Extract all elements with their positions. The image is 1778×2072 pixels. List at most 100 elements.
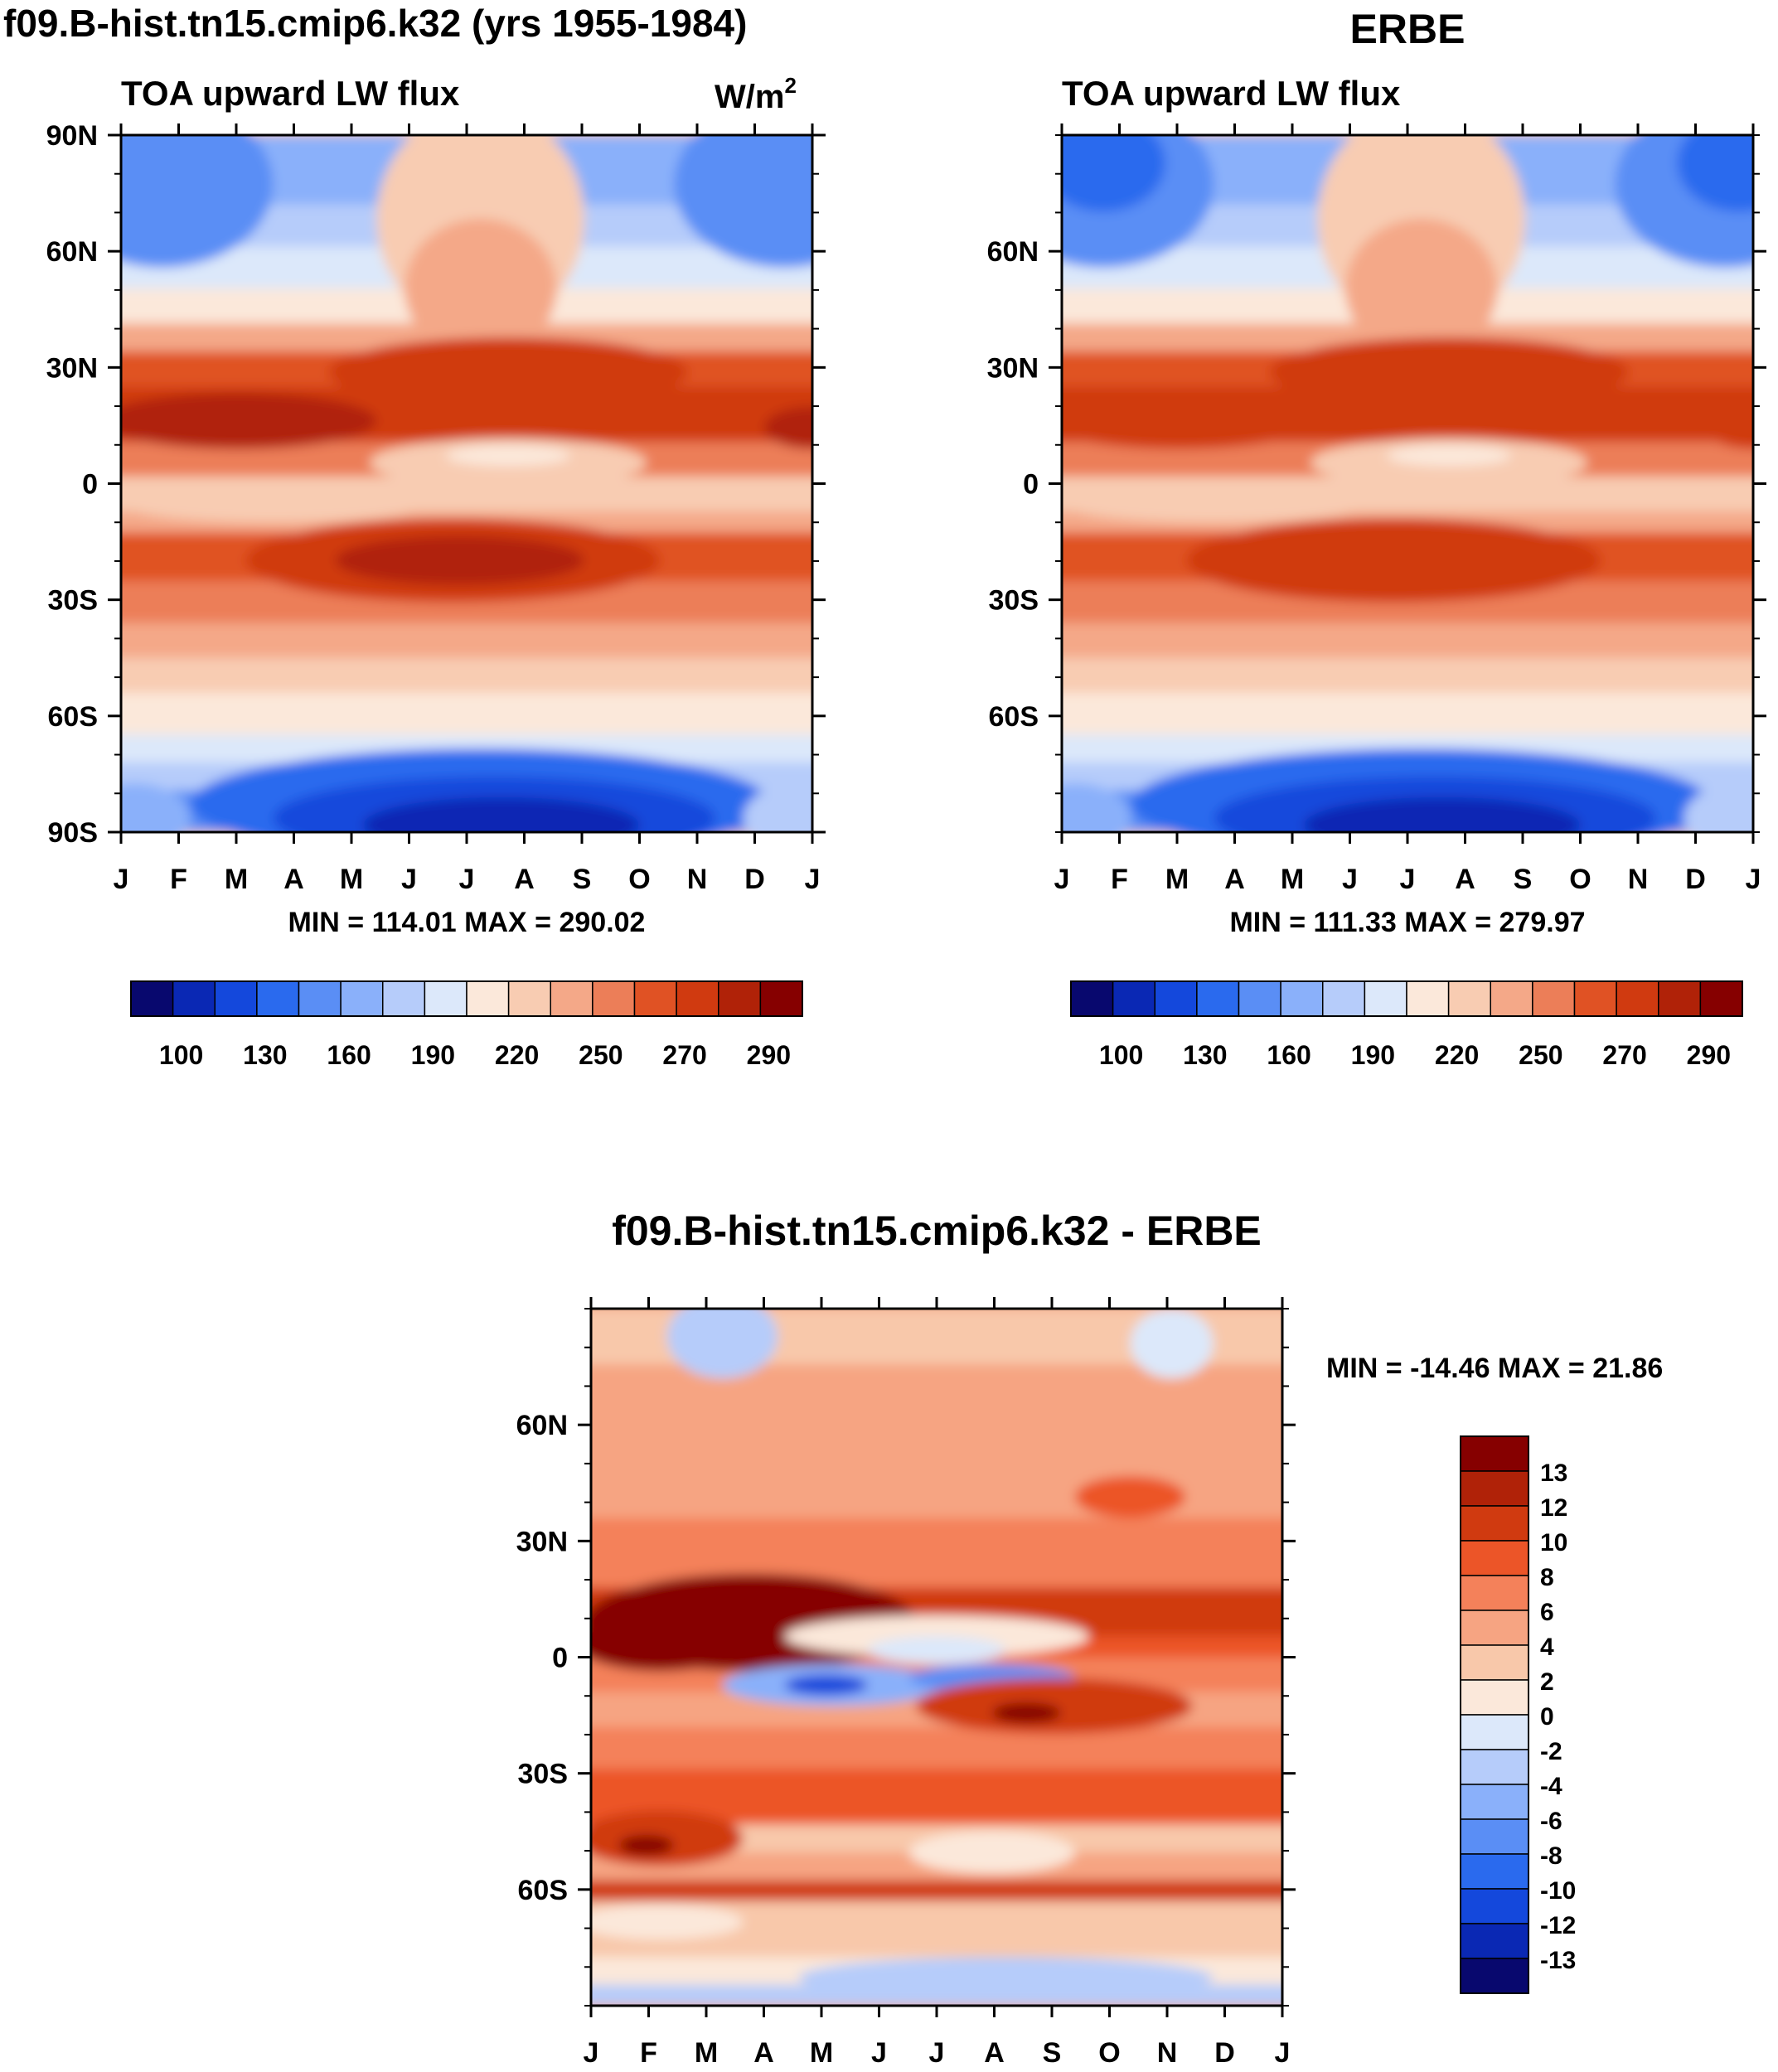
x-tick-label: D: [1685, 864, 1706, 895]
x-tick-label: S: [1514, 864, 1533, 895]
arctic-winter-core: [1677, 135, 1753, 212]
x-tick-label: A: [514, 864, 535, 895]
colorbar-swatch: [1460, 1784, 1529, 1820]
colorbar-swatch: [1280, 980, 1324, 1017]
x-tick-label: D: [1214, 2037, 1235, 2069]
colorbar-label: -13: [1540, 1947, 1576, 1974]
y-tick-label: 0: [552, 1643, 568, 1674]
colorbar-swatch: [130, 980, 174, 1017]
x-tick-label: S: [573, 864, 592, 895]
colorbar-swatch: [172, 980, 216, 1017]
colorbar-swatch: [1460, 1888, 1529, 1924]
sh-subtropic-core: [1276, 535, 1525, 585]
colorbar-swatch: [1460, 1853, 1529, 1890]
sh-neutral: [908, 1831, 1075, 1874]
colorbar-swatch: [214, 980, 258, 1017]
lat-band: [591, 1880, 1282, 1901]
colorbar-swatch: [1154, 980, 1198, 1017]
colorbar-swatch: [718, 980, 762, 1017]
x-tick-label: J: [459, 864, 475, 895]
colorbar-swatch: [1460, 1470, 1529, 1507]
nh-summer-max: [328, 336, 688, 407]
panel1-colorbar: [130, 980, 803, 1017]
panel3-ticks: [578, 1297, 1296, 2017]
smoothed-contours: [1062, 135, 1753, 832]
sh-subtropic-core: [335, 535, 584, 585]
colorbar-label: 270: [1602, 1040, 1646, 1070]
colorbar-label: -10: [1540, 1877, 1576, 1905]
colorbar-label: 10: [1540, 1529, 1567, 1556]
equatorial-negative-core: [784, 1674, 868, 1696]
colorbar-label: 6: [1540, 1599, 1554, 1626]
y-tick-label: 30N: [987, 352, 1039, 384]
lat-band: [591, 1364, 1282, 1518]
colorbar-swatch: [676, 980, 719, 1017]
arctic-negative: [666, 1309, 778, 1379]
colorbar-swatch: [1460, 1923, 1529, 1959]
y-tick-label: 30N: [516, 1526, 568, 1557]
antarctic-negative: [798, 1957, 1214, 1999]
x-tick-label: D: [744, 864, 765, 895]
x-tick-label: F: [640, 2037, 657, 2069]
x-tick-label: J: [1275, 2037, 1291, 2069]
panel1-colorbar-labels: 100 130 160 190 220 250 270 290: [159, 1040, 791, 1070]
antarctic-coldest: [362, 796, 640, 832]
y-tick-label: 60N: [987, 236, 1039, 268]
colorbar-swatch: [759, 980, 803, 1017]
sh-itcz: [121, 487, 425, 522]
lat-band: [591, 1518, 1282, 1588]
colorbar-swatch: [1658, 980, 1702, 1017]
colorbar-swatch: [1406, 980, 1450, 1017]
panel2-colorbar: [1070, 980, 1743, 1017]
colorbar-label: 270: [662, 1040, 706, 1070]
y-tick-label: 60S: [48, 701, 99, 733]
colorbar-swatch: [1364, 980, 1407, 1017]
nh-summer-max: [1269, 336, 1629, 407]
antarctic-edge: [121, 783, 191, 832]
colorbar-label: -2: [1540, 1738, 1562, 1765]
panel3-min-max: MIN = -14.46 MAX = 21.86: [1326, 1353, 1663, 1384]
colorbar-label: 250: [579, 1040, 623, 1070]
x-tick-label: J: [1054, 864, 1070, 895]
x-tick-label: M: [225, 864, 248, 895]
colorbar-swatch: [298, 980, 342, 1017]
colorbar-label: 0: [1540, 1703, 1554, 1731]
x-tick-label: M: [1281, 864, 1304, 895]
y-tick-label: 0: [1023, 469, 1039, 501]
x-tick-label: S: [1043, 2037, 1062, 2069]
colorbar-label: 220: [495, 1040, 539, 1070]
x-tick-label: J: [584, 2037, 599, 2069]
colorbar-swatch: [1460, 1644, 1529, 1681]
x-tick-label: J: [1746, 864, 1761, 895]
itcz-core: [1386, 445, 1512, 467]
panel-difference: f09.B-hist.tn15.cmip6.k32 - ERBE J F M A M J J…: [516, 1208, 1664, 2069]
colorbar-swatch: [466, 980, 510, 1017]
colorbar-label: 12: [1540, 1494, 1567, 1522]
y-tick-label: 30S: [48, 585, 99, 617]
y-tick-label: 60N: [516, 1410, 568, 1441]
panel2-title: ERBE: [1350, 6, 1466, 52]
arctic-negative: [1130, 1309, 1214, 1379]
x-tick-label: N: [1157, 2037, 1178, 2069]
colorbar-label: 130: [1183, 1040, 1227, 1070]
colorbar-label: 290: [1687, 1040, 1731, 1070]
x-tick-label: A: [283, 864, 304, 895]
x-tick-label: A: [1224, 864, 1245, 895]
colorbar-label: -12: [1540, 1912, 1576, 1939]
colorbar-label: -4: [1540, 1773, 1562, 1800]
sh-itcz: [1062, 487, 1366, 522]
colorbar-swatch: [507, 980, 551, 1017]
smoothed-contours: [121, 135, 812, 832]
y-tick-label: 90S: [48, 817, 99, 849]
sh-positive-core: [991, 1702, 1062, 1724]
lat-band: [591, 1769, 1282, 1825]
colorbar-label: -6: [1540, 1808, 1562, 1835]
y-tick-label: 0: [82, 469, 98, 501]
lat-band: [1062, 622, 1753, 658]
colorbar-swatch: [550, 980, 593, 1017]
arctic-winter-core: [1062, 135, 1166, 212]
colorbar-frame: [130, 980, 803, 1017]
